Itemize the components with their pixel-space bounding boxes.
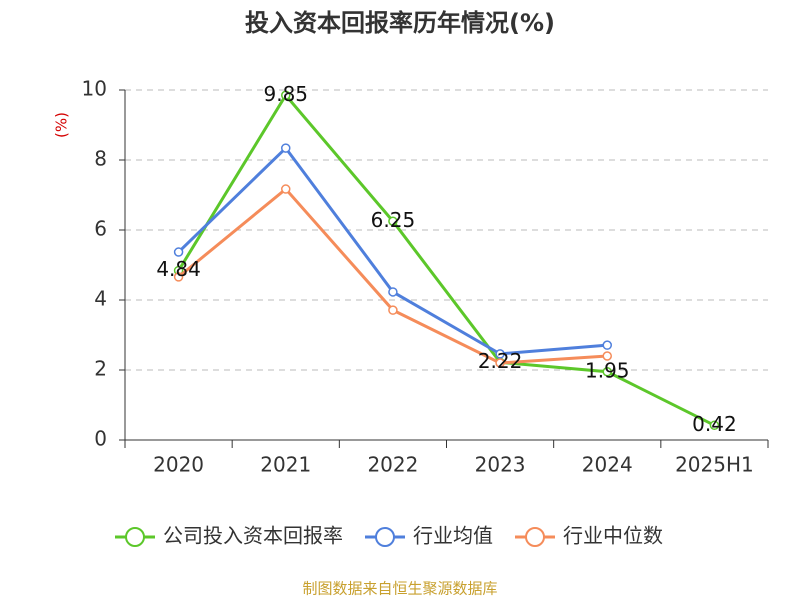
legend-marker bbox=[375, 527, 395, 547]
point bbox=[173, 272, 184, 282]
point bbox=[281, 90, 291, 100]
data-label: 1.95 bbox=[585, 358, 630, 382]
point bbox=[495, 349, 505, 359]
data-label: 6.25 bbox=[371, 208, 416, 232]
point bbox=[602, 351, 612, 361]
legend-label: 公司投入资本回报率 bbox=[163, 524, 343, 548]
y-axis-label: (%) bbox=[53, 112, 71, 138]
data-label: 2.22 bbox=[478, 349, 523, 373]
point bbox=[602, 340, 612, 350]
point bbox=[495, 358, 505, 368]
y-tick-label: 10 bbox=[82, 77, 107, 101]
y-tick-label: 4 bbox=[94, 287, 107, 311]
legend-marker bbox=[125, 527, 145, 547]
data-label: 9.85 bbox=[263, 82, 308, 106]
point bbox=[388, 287, 398, 297]
legend-marker bbox=[525, 527, 545, 547]
x-tick-label: 2022 bbox=[367, 453, 418, 477]
series-line bbox=[177, 145, 608, 356]
data-label: 0.42 bbox=[692, 412, 737, 436]
point bbox=[173, 247, 184, 257]
x-tick-label: 2021 bbox=[260, 453, 311, 477]
y-tick-label: 0 bbox=[94, 427, 107, 451]
point bbox=[388, 216, 398, 226]
data-label: 4.84 bbox=[156, 257, 201, 281]
point bbox=[709, 420, 720, 431]
source-note: 制图数据来自恒生聚源数据库 bbox=[302, 580, 497, 598]
x-tick-label: 2025H1 bbox=[675, 453, 754, 477]
series-line bbox=[177, 92, 716, 427]
x-tick-label: 2024 bbox=[582, 453, 633, 477]
point bbox=[388, 305, 398, 315]
x-tick-label: 2023 bbox=[475, 453, 526, 477]
legend-label: 行业中位数 bbox=[563, 524, 663, 548]
y-tick-label: 6 bbox=[94, 217, 107, 241]
y-tick-label: 8 bbox=[94, 147, 107, 171]
point bbox=[281, 184, 291, 194]
y-tick-label: 2 bbox=[94, 357, 107, 381]
point bbox=[281, 143, 291, 153]
x-tick-label: 2020 bbox=[153, 453, 204, 477]
legend-label: 行业均值 bbox=[413, 524, 493, 548]
point bbox=[602, 367, 612, 377]
chart-title: 投入资本回报率历年情况(%) bbox=[245, 9, 555, 37]
